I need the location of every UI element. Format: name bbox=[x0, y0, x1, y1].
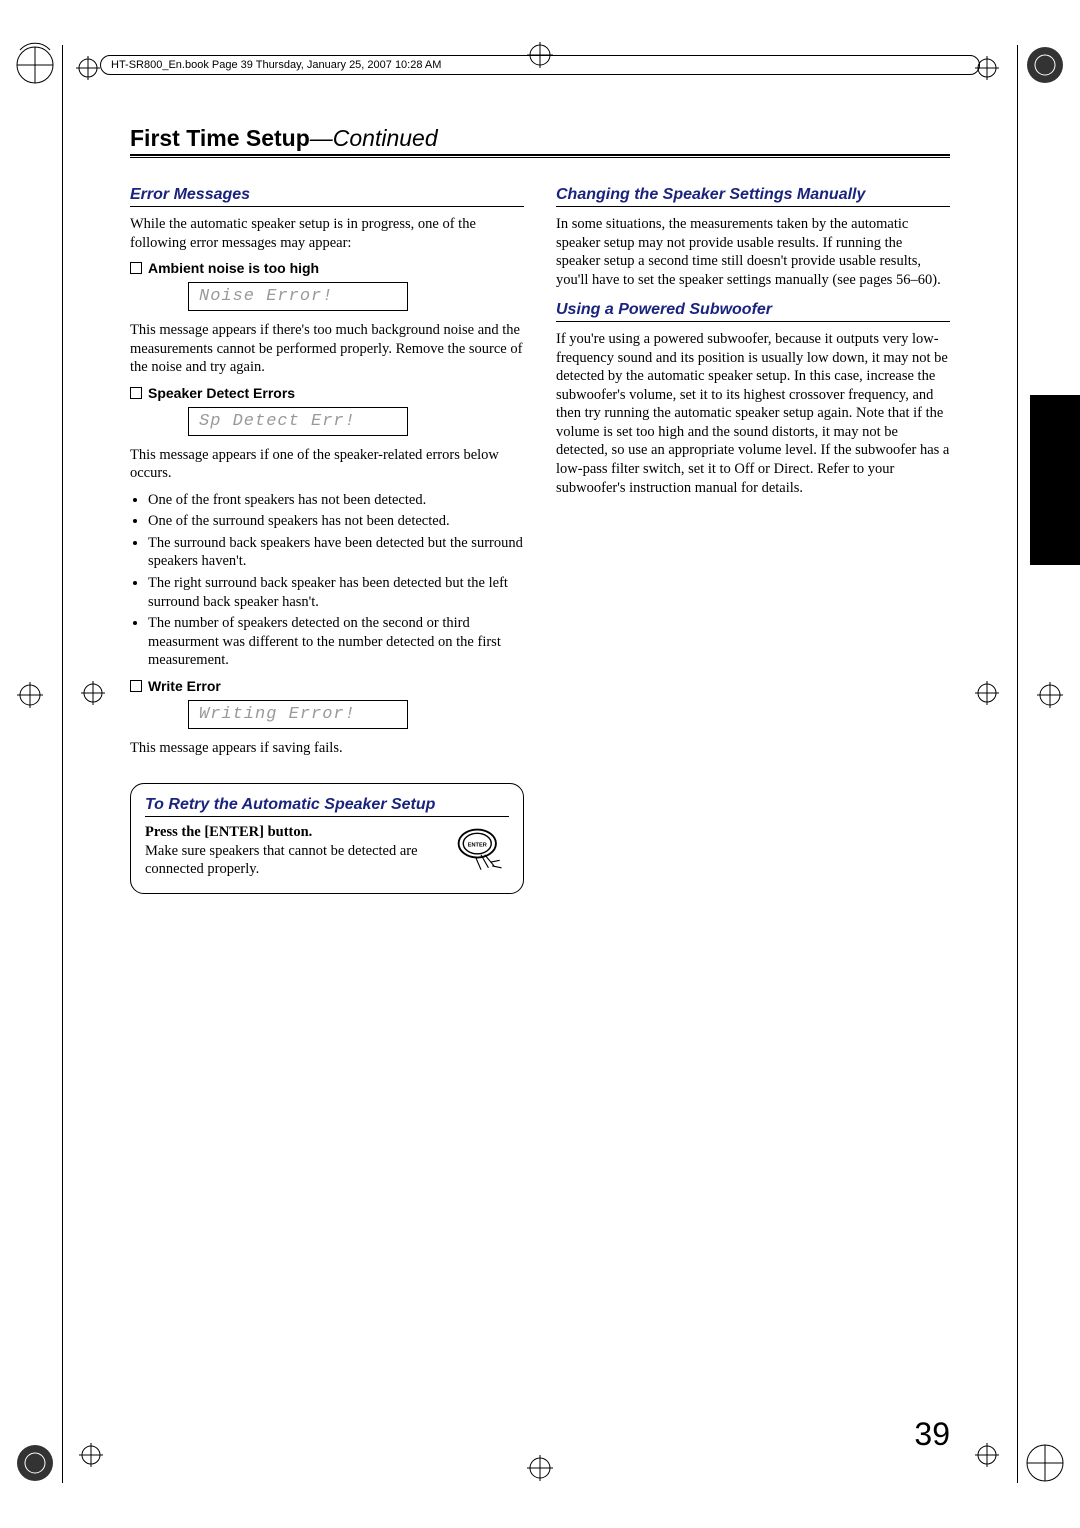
subheading-label: Write Error bbox=[148, 678, 221, 694]
checkbox-icon bbox=[130, 387, 142, 399]
crop-vline-right bbox=[1017, 45, 1018, 1483]
display-noise-error: Noise Error! bbox=[188, 282, 408, 311]
registration-mark-inner-right bbox=[974, 680, 1000, 711]
subheading-speaker-detect: Speaker Detect Errors bbox=[130, 385, 524, 401]
body-changing-settings: In some situations, the measurements tak… bbox=[556, 215, 950, 289]
body-powered-subwoofer: If you're using a powered subwoofer, bec… bbox=[556, 330, 950, 497]
list-item: One of the front speakers has not been d… bbox=[148, 491, 524, 510]
page-title-continued: —Continued bbox=[310, 125, 438, 151]
crop-mark-bottom-left bbox=[10, 1438, 60, 1488]
section-heading-powered-subwoofer: Using a Powered Subwoofer bbox=[556, 301, 950, 322]
registration-mark-right bbox=[1035, 680, 1065, 715]
body-speaker-detect: This message appears if one of the speak… bbox=[130, 446, 524, 483]
enter-button-icon: ENTER bbox=[453, 823, 509, 879]
retry-box: To Retry the Automatic Speaker Setup Pre… bbox=[130, 783, 524, 894]
registration-mark-tl-inner bbox=[75, 55, 101, 86]
retry-title: To Retry the Automatic Speaker Setup bbox=[145, 796, 509, 817]
registration-mark-inner-left bbox=[80, 680, 106, 711]
book-header: HT-SR800_En.book Page 39 Thursday, Janua… bbox=[100, 55, 980, 75]
list-item: The number of speakers detected on the s… bbox=[148, 614, 524, 670]
subheading-label: Speaker Detect Errors bbox=[148, 385, 295, 401]
list-item: The surround back speakers have been det… bbox=[148, 534, 524, 571]
section-heading-changing-settings: Changing the Speaker Settings Manually bbox=[556, 186, 950, 207]
list-item: The right surround back speaker has been… bbox=[148, 574, 524, 611]
retry-press: Press the [ENTER] button. bbox=[145, 824, 312, 840]
list-item: One of the surround speakers has not bee… bbox=[148, 512, 524, 531]
page-number: 39 bbox=[914, 1416, 950, 1453]
display-writing-error: Writing Error! bbox=[188, 700, 408, 729]
checkbox-icon bbox=[130, 680, 142, 692]
section-heading-error-messages: Error Messages bbox=[130, 186, 524, 207]
display-sp-detect: Sp Detect Err! bbox=[188, 407, 408, 436]
checkbox-icon bbox=[130, 262, 142, 274]
subheading-write-error: Write Error bbox=[130, 678, 524, 694]
speaker-detect-bullets: One of the front speakers has not been d… bbox=[130, 491, 524, 670]
body-ambient-noise: This message appears if there's too much… bbox=[130, 321, 524, 377]
subheading-ambient-noise: Ambient noise is too high bbox=[130, 260, 524, 276]
registration-mark-left bbox=[15, 680, 45, 715]
retry-text: Press the [ENTER] button. Make sure spea… bbox=[145, 823, 443, 879]
page-content: First Time Setup—Continued Error Message… bbox=[130, 125, 950, 894]
crop-mark-bottom-right bbox=[1020, 1438, 1070, 1488]
intro-text: While the automatic speaker setup is in … bbox=[130, 215, 524, 252]
registration-mark-bl-inner bbox=[78, 1442, 104, 1473]
section-tab bbox=[1030, 395, 1080, 565]
right-column: Changing the Speaker Settings Manually I… bbox=[556, 182, 950, 894]
page-title-main: First Time Setup bbox=[130, 125, 310, 151]
subheading-label: Ambient noise is too high bbox=[148, 260, 319, 276]
crop-mark-top-left bbox=[10, 40, 60, 90]
registration-mark-br-inner bbox=[974, 1442, 1000, 1473]
body-write-error: This message appears if saving fails. bbox=[130, 739, 524, 758]
left-column: Error Messages While the automatic speak… bbox=[130, 182, 524, 894]
registration-mark-bottom bbox=[525, 1453, 555, 1488]
crop-mark-top-right bbox=[1020, 40, 1070, 90]
crop-vline-left bbox=[62, 45, 63, 1483]
enter-label: ENTER bbox=[468, 843, 487, 849]
page-title: First Time Setup—Continued bbox=[130, 125, 950, 164]
retry-body-text: Make sure speakers that cannot be detect… bbox=[145, 843, 418, 878]
